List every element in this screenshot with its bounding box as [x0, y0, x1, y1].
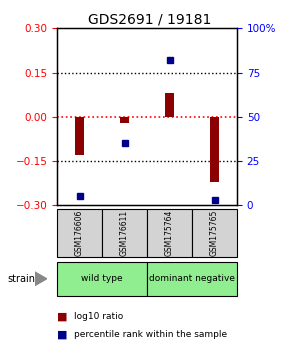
Bar [74, 117, 85, 155]
Text: GSM175764: GSM175764 [165, 210, 174, 256]
Text: GDS2691 / 19181: GDS2691 / 19181 [88, 12, 212, 27]
Text: GSM176611: GSM176611 [120, 210, 129, 256]
Polygon shape [34, 272, 47, 286]
Bar [119, 117, 130, 123]
Bar [209, 117, 220, 182]
Text: ■: ■ [57, 330, 68, 339]
Text: percentile rank within the sample: percentile rank within the sample [74, 330, 226, 339]
Text: log10 ratio: log10 ratio [74, 312, 123, 321]
Text: wild type: wild type [81, 274, 123, 283]
Text: ■: ■ [57, 312, 68, 322]
Bar [165, 93, 175, 117]
Text: GSM176606: GSM176606 [75, 210, 84, 256]
Text: strain: strain [8, 274, 35, 284]
Text: dominant negative: dominant negative [149, 274, 235, 283]
Text: GSM175765: GSM175765 [210, 210, 219, 256]
